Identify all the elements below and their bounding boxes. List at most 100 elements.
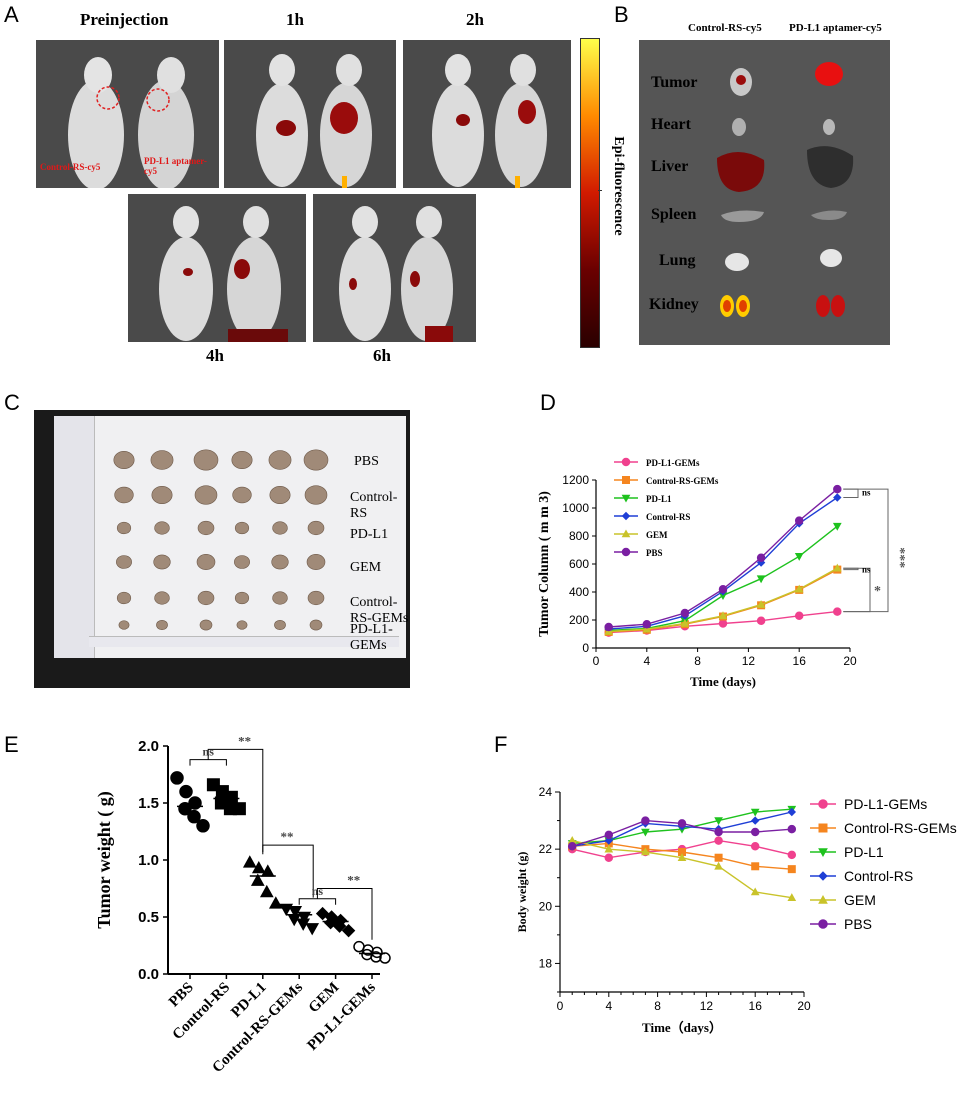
data-point xyxy=(756,616,766,625)
data-point xyxy=(787,893,797,902)
y-tick-label: 0.5 xyxy=(138,909,159,926)
bracket-gem-vs-pdl1gems xyxy=(843,567,871,613)
organ-tumor: Tumor xyxy=(651,74,698,91)
x-tick-label: 4 xyxy=(643,654,650,668)
colorbar-midtick xyxy=(598,190,602,191)
tumor-sample xyxy=(234,521,250,535)
legend-label: PD-L1 xyxy=(844,844,884,860)
bracket-pbs-controlrs xyxy=(189,759,227,766)
legend-marker xyxy=(818,871,828,881)
panel-letter-b: B xyxy=(614,2,629,27)
tumor-sample xyxy=(269,486,291,504)
body-weight-chart: 0 4 8 12 16 20 18 20 22 24 Time（days） Body weight (… xyxy=(515,785,957,1035)
data-point xyxy=(332,919,347,933)
bracket-ns-top xyxy=(843,488,859,498)
annotation-control-rs-cy5: Control-RS-cy5 xyxy=(40,162,101,172)
timepoint-preinjection: Preinjection xyxy=(80,10,169,29)
annotation-pd-l1-aptamer-cy5: PD-L1 aptamer-cy5 xyxy=(144,156,207,176)
legend-marker xyxy=(621,494,631,503)
x-axis-label: Time（days） xyxy=(642,1020,722,1035)
legend-marker xyxy=(818,799,828,809)
legend-label: PBS xyxy=(646,548,663,558)
y-tick-label: 600 xyxy=(569,557,589,571)
data-point xyxy=(718,619,728,628)
timepoint-1h: 1h xyxy=(286,10,304,29)
data-point xyxy=(370,951,382,963)
data-point xyxy=(794,611,804,621)
panel-letter-e: E xyxy=(4,732,19,757)
data-point xyxy=(604,830,614,840)
tumor-sample xyxy=(194,485,218,505)
organ-spleen: Spleen xyxy=(651,206,697,223)
data-point xyxy=(187,809,201,824)
legend-label: PD-L1-GEMs xyxy=(646,458,700,468)
group-label-pd-l1: PD-L1 xyxy=(350,527,389,542)
organ-image-panel: Tumor Heart Liver Spleen Lung Kidney xyxy=(639,40,890,345)
data-point xyxy=(832,563,842,572)
panel-letter-f: F xyxy=(494,732,508,757)
x-tick-label: 8 xyxy=(694,654,701,668)
data-point xyxy=(680,608,690,618)
bracket-pbs-vs-pdl1gems xyxy=(843,488,889,613)
data-point xyxy=(750,816,760,825)
data-point xyxy=(604,853,614,862)
mice-6h-drawing xyxy=(339,206,453,342)
mice-preinjection-drawing xyxy=(68,57,194,188)
data-point xyxy=(787,850,797,860)
tumor-sample xyxy=(118,620,130,630)
organ-lung: Lung xyxy=(659,252,696,269)
legend-marker xyxy=(818,848,828,858)
data-point xyxy=(714,817,723,826)
y-tick-label: 24 xyxy=(539,785,553,799)
data-point xyxy=(787,807,797,817)
tumor-sample xyxy=(306,554,326,570)
tumor-sample xyxy=(154,521,170,535)
annotation-sig: *** xyxy=(892,547,907,568)
colorbar xyxy=(580,38,600,348)
legend-label: GEM xyxy=(646,530,668,540)
group-label-pbs: PBS xyxy=(354,454,379,469)
panel-letter-c: C xyxy=(4,390,20,415)
tumor-sample xyxy=(116,555,132,569)
x-tick-label: 16 xyxy=(749,999,763,1013)
legend-label: PD-L1-GEMs xyxy=(844,796,927,812)
tumor-sample xyxy=(271,554,289,570)
legend-label: Control-RS xyxy=(646,512,690,522)
data-point xyxy=(756,600,766,608)
tumor-sample xyxy=(236,620,248,630)
series-line xyxy=(608,488,838,628)
tumor-sample xyxy=(309,619,323,631)
y-tick-label: 800 xyxy=(569,529,589,543)
data-point xyxy=(750,808,760,817)
timepoint-4h: 4h xyxy=(206,346,224,365)
legend-marker xyxy=(818,919,828,929)
x-tick-label: 12 xyxy=(700,999,714,1013)
legend-marker xyxy=(818,823,828,833)
colorbar-label: Epi-fluorescence xyxy=(611,136,626,236)
y-tick-label: 400 xyxy=(569,585,589,599)
mouse-image-2h xyxy=(403,40,571,188)
data-point xyxy=(677,853,687,862)
x-tick-label: 4 xyxy=(605,999,612,1013)
group-label-control-rs-gems: Control-RS-GEMs xyxy=(350,595,409,626)
group-label-gem: GEM xyxy=(350,560,382,575)
tumor-photo: PBS Control-RS PD-L1 GEM Control-RS-GEMs… xyxy=(34,410,410,688)
legend-marker xyxy=(621,457,631,467)
tumor-sample xyxy=(232,486,252,504)
data-point xyxy=(787,865,796,874)
bracket-controlrsgems-gem xyxy=(298,898,337,905)
data-point xyxy=(196,819,210,833)
data-point xyxy=(794,553,804,561)
tumor-sample xyxy=(234,591,250,605)
data-point xyxy=(751,862,760,871)
data-point xyxy=(794,584,804,593)
data-point xyxy=(305,923,320,936)
legend-label: PBS xyxy=(844,916,872,932)
tumor-sample xyxy=(307,590,325,606)
legend-label: PD-L1 xyxy=(646,494,672,504)
tumor-sample xyxy=(272,591,288,605)
y-tick-label: 22 xyxy=(539,842,553,856)
data-point xyxy=(567,842,577,851)
panel-letter-a: A xyxy=(4,2,19,27)
y-tick-label: 18 xyxy=(539,956,553,970)
